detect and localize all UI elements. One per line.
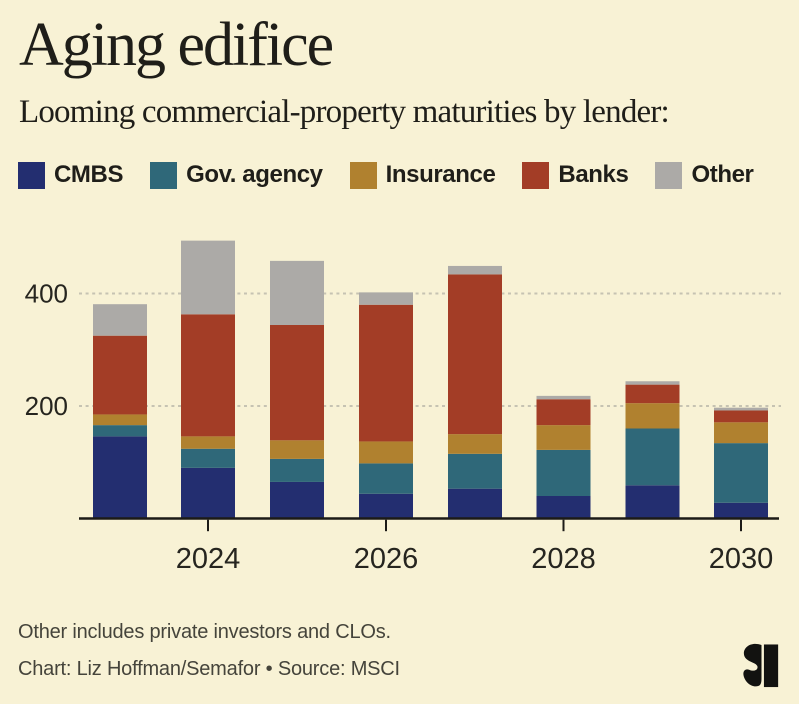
x-axis-label-2028: 2028 bbox=[531, 543, 596, 575]
bar-2023-insurance bbox=[93, 414, 147, 426]
bar-2025-gov-agency bbox=[270, 458, 324, 482]
chart-subtitle: Looming commercial-property maturities b… bbox=[19, 94, 670, 130]
bar-2030-other bbox=[714, 407, 768, 411]
bar-2028-insurance bbox=[536, 425, 591, 450]
legend-swatch bbox=[522, 161, 550, 189]
bar-2026-other bbox=[359, 292, 413, 305]
bar-2027-other bbox=[448, 265, 502, 275]
chart-footnote: Other includes private investors and CLO… bbox=[18, 621, 391, 643]
legend-label: CMBS bbox=[54, 161, 124, 188]
legend-swatch bbox=[150, 161, 178, 189]
bar-2025-banks bbox=[270, 325, 324, 441]
bar-2024-other bbox=[181, 240, 235, 315]
legend-item-other: Other bbox=[655, 161, 754, 189]
bar-2030-gov-agency bbox=[714, 443, 768, 503]
bar-2027-gov-agency bbox=[448, 453, 502, 489]
bar-2025-cmbs bbox=[270, 481, 324, 519]
legend-swatch bbox=[655, 161, 683, 189]
legend-label: Insurance bbox=[385, 161, 496, 188]
bar-2029-banks bbox=[625, 384, 680, 404]
bar-2026-banks bbox=[359, 304, 413, 442]
bar-2024-gov-agency bbox=[181, 448, 235, 468]
x-axis-label-2026: 2026 bbox=[354, 543, 419, 575]
bar-2026-insurance bbox=[359, 441, 413, 464]
bar-2026-gov-agency bbox=[359, 463, 413, 494]
bar-2030-banks bbox=[714, 410, 768, 423]
legend-item-gov-agency: Gov. agency bbox=[150, 161, 323, 189]
bar-2025-other bbox=[270, 260, 324, 325]
logo-s-glyph bbox=[743, 643, 762, 687]
bar-2023-other bbox=[93, 304, 147, 336]
bar-2023-cmbs bbox=[93, 436, 147, 519]
y-axis-label-400: 400 bbox=[25, 279, 68, 309]
legend-label: Gov. agency bbox=[186, 161, 323, 188]
legend: CMBS Gov. agency Insurance Banks Other bbox=[18, 161, 754, 189]
legend-item-cmbs: CMBS bbox=[18, 161, 123, 189]
bar-2027-banks bbox=[448, 274, 502, 435]
legend-item-banks: Banks bbox=[522, 161, 629, 189]
bar-2024-cmbs bbox=[181, 467, 235, 519]
bar-2027-insurance bbox=[448, 434, 502, 454]
legend-label: Other bbox=[691, 161, 754, 188]
bar-2029-gov-agency bbox=[625, 428, 680, 486]
x-axis-label-2024: 2024 bbox=[176, 543, 241, 575]
bar-2030-insurance bbox=[714, 422, 768, 444]
chart-credit: Chart: Liz Hoffman/Semafor • Source: MSC… bbox=[18, 658, 400, 680]
bar-2028-other bbox=[536, 395, 591, 400]
bar-2029-insurance bbox=[625, 403, 680, 429]
y-axis-label-200: 200 bbox=[25, 391, 68, 421]
bar-2025-insurance bbox=[270, 440, 324, 459]
bar-2024-banks bbox=[181, 314, 235, 437]
bar-2023-banks bbox=[93, 335, 147, 415]
chart-title: Aging edifice bbox=[19, 11, 334, 79]
semafor-logo-icon bbox=[743, 643, 779, 688]
bar-2024-insurance bbox=[181, 436, 235, 449]
bar-2027-cmbs bbox=[448, 488, 502, 519]
logo-block-glyph bbox=[763, 644, 779, 688]
legend-swatch bbox=[18, 161, 45, 189]
legend-swatch bbox=[349, 161, 377, 189]
x-axis-label-2030: 2030 bbox=[709, 543, 774, 575]
bar-2030-cmbs bbox=[714, 502, 768, 519]
bar-2028-banks bbox=[536, 399, 591, 426]
legend-label: Banks bbox=[558, 161, 629, 188]
bar-2029-other bbox=[625, 381, 680, 385]
bar-2026-cmbs bbox=[359, 493, 413, 519]
bar-2028-gov-agency bbox=[536, 449, 591, 496]
bar-2029-cmbs bbox=[625, 485, 680, 519]
legend-item-insurance: Insurance bbox=[349, 161, 496, 189]
bar-2023-gov-agency bbox=[93, 425, 147, 437]
bar-2028-cmbs bbox=[536, 496, 591, 519]
